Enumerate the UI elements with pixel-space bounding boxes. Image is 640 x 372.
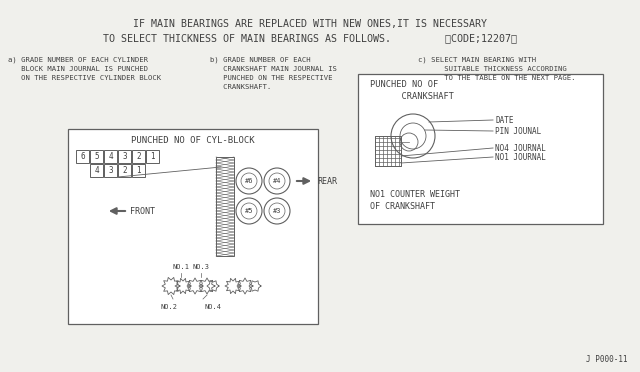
Text: 2: 2 [122, 166, 127, 175]
Bar [118, 164, 131, 177]
Text: c) SELECT MAIN BEARING WITH
      SUITABLE THICKNESS ACCORDING
      TO THE TABL: c) SELECT MAIN BEARING WITH SUITABLE THI… [418, 56, 575, 80]
Text: 5: 5 [94, 152, 99, 161]
Text: #6: #6 [244, 178, 253, 184]
Text: PUNCHED NO OF CYL-BLOCK: PUNCHED NO OF CYL-BLOCK [131, 135, 255, 144]
Bar [104, 150, 117, 163]
Bar [132, 150, 145, 163]
Text: NO4 JOURNAL: NO4 JOURNAL [495, 144, 546, 153]
Text: NO.4: NO.4 [205, 304, 221, 310]
Bar [90, 150, 103, 163]
Bar [216, 157, 234, 256]
Text: FRONT: FRONT [130, 206, 155, 215]
Text: IF MAIN BEARINGS ARE REPLACED WITH NEW ONES,IT IS NECESSARY: IF MAIN BEARINGS ARE REPLACED WITH NEW O… [133, 19, 487, 29]
Text: 1: 1 [150, 152, 155, 161]
Text: NO.2: NO.2 [161, 304, 177, 310]
Text: NO.1: NO.1 [173, 264, 189, 270]
Text: 1: 1 [136, 166, 141, 175]
Text: TO SELECT THICKNESS OF MAIN BEARINGS AS FOLLOWS.         〈CODE;12207〉: TO SELECT THICKNESS OF MAIN BEARINGS AS … [103, 33, 517, 43]
Text: NO.3: NO.3 [193, 264, 209, 270]
Text: 4: 4 [108, 152, 113, 161]
Text: 4: 4 [94, 166, 99, 175]
Text: J P000-11: J P000-11 [586, 355, 628, 364]
Bar [104, 164, 117, 177]
Text: a) GRADE NUMBER OF EACH CYLINDER
   BLOCK MAIN JOURNAL IS PUNCHED
   ON THE RESP: a) GRADE NUMBER OF EACH CYLINDER BLOCK M… [8, 56, 161, 80]
Bar [132, 164, 145, 177]
Bar [68, 129, 318, 324]
Text: CRANKSHAFT: CRANKSHAFT [370, 92, 454, 100]
Text: OF CRANKSHAFT: OF CRANKSHAFT [370, 202, 435, 211]
Bar [358, 74, 603, 224]
Text: #4: #4 [273, 178, 281, 184]
Bar [118, 150, 131, 163]
Bar [146, 150, 159, 163]
Text: PIN JOUNAL: PIN JOUNAL [495, 126, 541, 135]
Text: b) GRADE NUMBER OF EACH
   CRANKSHAFT MAIN JOURNAL IS
   PUNCHED ON THE RESPECTI: b) GRADE NUMBER OF EACH CRANKSHAFT MAIN … [210, 56, 337, 90]
Text: 3: 3 [122, 152, 127, 161]
Text: #5: #5 [244, 208, 253, 214]
Text: NO1 JOURNAL: NO1 JOURNAL [495, 153, 546, 161]
Text: REAR: REAR [317, 176, 337, 186]
Text: DATE: DATE [495, 115, 513, 125]
Text: 2: 2 [136, 152, 141, 161]
Text: PUNCHED NO OF: PUNCHED NO OF [370, 80, 438, 89]
Text: #3: #3 [273, 208, 281, 214]
Text: NO1 COUNTER WEIGHT: NO1 COUNTER WEIGHT [370, 189, 460, 199]
Text: 6: 6 [80, 152, 85, 161]
Bar [76, 150, 89, 163]
Bar [375, 136, 401, 166]
Bar [90, 164, 103, 177]
Text: 3: 3 [108, 166, 113, 175]
